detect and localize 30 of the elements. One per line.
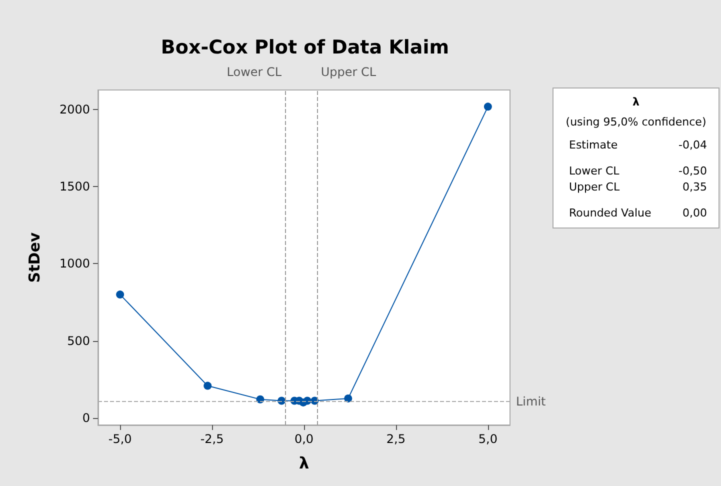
y-tick-label: 500	[67, 334, 90, 348]
x-tick-label: -2,5	[200, 432, 224, 446]
text: 0,00	[682, 206, 707, 220]
text: Lower CL	[569, 164, 620, 178]
text: -0,04	[678, 138, 707, 152]
text: λ	[632, 96, 640, 108]
point	[204, 382, 212, 390]
text: Upper CL	[569, 180, 620, 194]
text: Estimate	[569, 138, 618, 152]
x-tick-label: 0,0	[294, 432, 314, 446]
y-tick-label: 0	[82, 411, 90, 426]
chart-title: Box-Cox Plot of Data Klaim	[160, 36, 450, 58]
point	[116, 290, 124, 299]
ref-line-label: Limit	[516, 394, 546, 409]
text: 0,35	[682, 180, 707, 194]
text: Rounded Value	[569, 206, 652, 220]
text: -0,50	[678, 164, 707, 178]
x-tick-label: -5,0	[108, 432, 132, 446]
x-axis-title: λ	[298, 454, 310, 472]
y-tick-label: 2000	[59, 102, 90, 116]
x-tick-label: 2,5	[386, 432, 406, 446]
text: (using 95,0% confidence)	[566, 116, 706, 128]
ref-line-label: Upper CL	[320, 65, 376, 79]
x-tick-label: 5,0	[478, 432, 498, 446]
point	[484, 102, 492, 111]
y-tick-label: 1500	[59, 179, 90, 194]
y-tick-label: 1000	[59, 256, 90, 271]
y-axis-title: StDev	[26, 232, 44, 283]
point	[344, 394, 352, 402]
ref-line-label: Lower CL	[226, 65, 282, 79]
